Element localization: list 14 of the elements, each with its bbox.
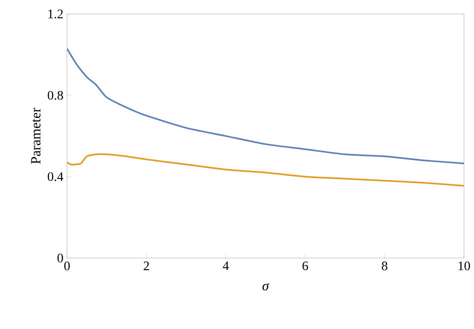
y-tick-label: 0.8 — [48, 90, 63, 100]
x-tick-label: 2 — [144, 262, 149, 270]
x-tick-label: 0 — [64, 262, 70, 270]
x-tick-label: 8 — [382, 262, 388, 270]
x-axis-title: σ — [262, 283, 270, 290]
line-series — [67, 153, 464, 187]
x-tick-label: 10 — [458, 262, 470, 270]
y-axis-title: Parameter — [31, 108, 40, 164]
x-tick-label: 4 — [222, 262, 229, 270]
y-tick-label: 0.4 — [48, 172, 64, 182]
line-series — [67, 48, 464, 164]
y-tick-label: 1.2 — [48, 10, 63, 18]
y-tick-label: 0 — [58, 254, 63, 262]
x-tick-label: 6 — [302, 262, 308, 270]
